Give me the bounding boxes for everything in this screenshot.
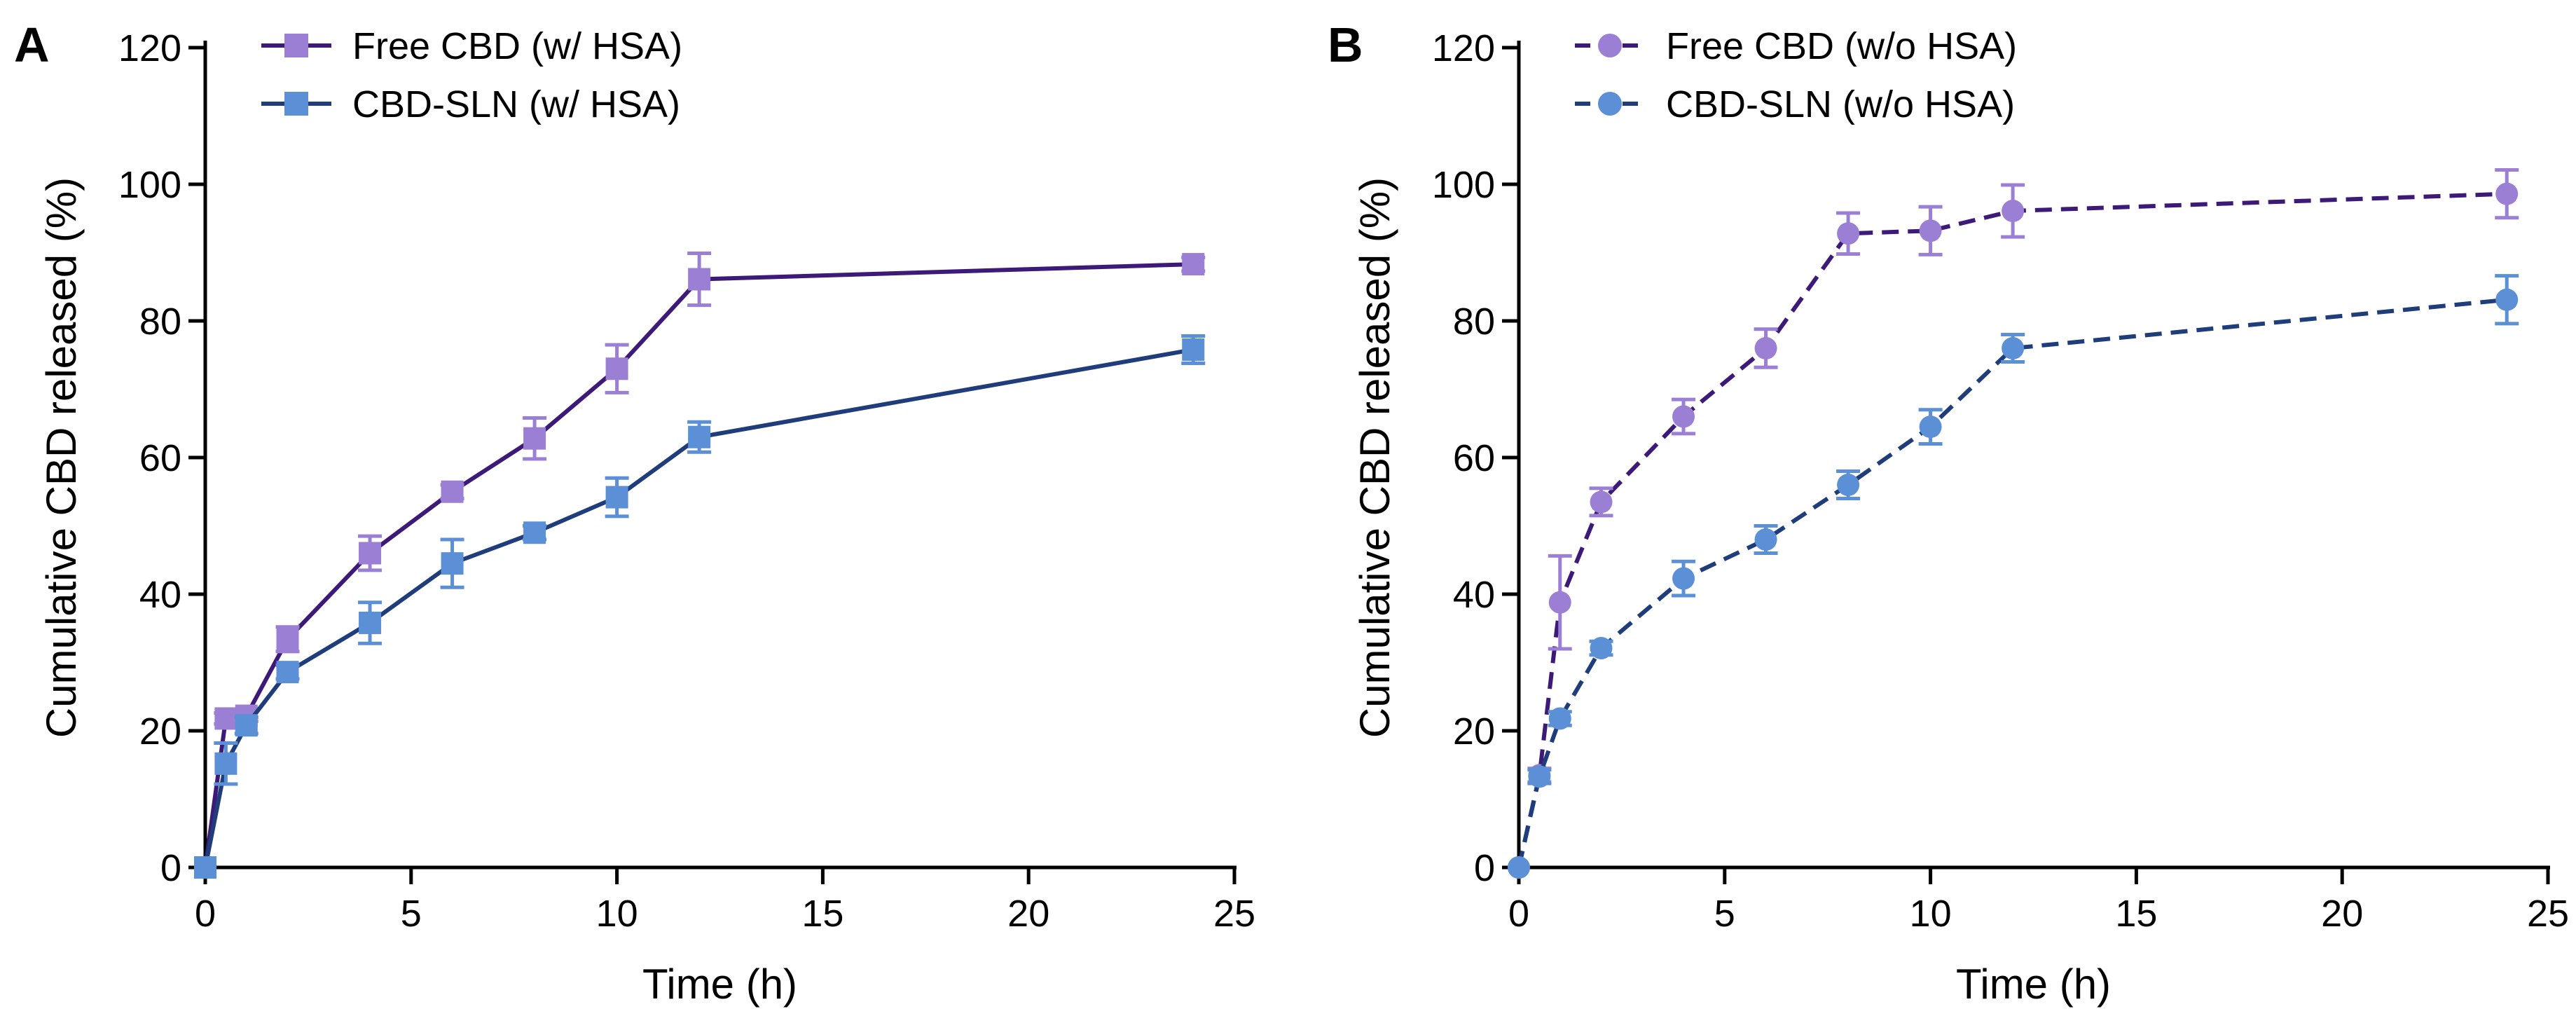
x-tick-label: 0 bbox=[1508, 893, 1529, 935]
x-tick-label: 25 bbox=[1213, 893, 1255, 935]
data-point bbox=[1754, 337, 1777, 359]
series-line bbox=[1517, 191, 2507, 868]
data-point bbox=[1837, 474, 1860, 496]
series-line bbox=[1517, 297, 2507, 868]
data-point bbox=[1590, 490, 1613, 514]
data-point bbox=[1182, 338, 1205, 361]
y-tick-label: 20 bbox=[139, 710, 181, 753]
legend-label: Free CBD (w/o HSA) bbox=[1666, 25, 2017, 67]
data-point bbox=[1590, 637, 1613, 660]
y-tick-label: 20 bbox=[1453, 710, 1495, 753]
y-axis-label: Cumulative CBD released (%) bbox=[1351, 177, 1398, 738]
series-1 bbox=[1508, 168, 2519, 879]
data-point bbox=[276, 628, 299, 651]
legend: Free CBD (w/ HSA) CBD-SLN (w/ HSA) bbox=[261, 25, 682, 125]
data-point bbox=[1508, 856, 1530, 879]
data-point bbox=[605, 486, 628, 509]
data-point bbox=[2002, 200, 2025, 223]
series-2 bbox=[1508, 274, 2519, 879]
y-tick-label: 40 bbox=[1453, 574, 1495, 616]
y-tick-label: 80 bbox=[1453, 301, 1495, 343]
x-tick-label: 5 bbox=[1714, 893, 1735, 935]
y-tick-label: 120 bbox=[118, 27, 181, 69]
y-tick-label: 60 bbox=[139, 437, 181, 479]
data-point bbox=[1548, 707, 1571, 730]
data-point bbox=[1548, 591, 1571, 614]
chart-panel-b: B 0 20 40 60 80 100 120 0 5 10 15 20 25 Time (h) Cumula… bbox=[1328, 18, 2569, 1008]
data-point bbox=[1672, 567, 1695, 590]
x-tick-label: 0 bbox=[195, 893, 216, 935]
data-point bbox=[523, 427, 546, 450]
x-tick-label: 5 bbox=[401, 893, 422, 935]
legend-marker bbox=[284, 34, 308, 57]
data-point bbox=[688, 425, 711, 448]
chart-panel-a: A 0 20 40 60 80 100 120 0 5 10 15 20 25 Time (h) Cumula… bbox=[14, 18, 1255, 1008]
panel-letter: A bbox=[14, 18, 50, 72]
data-point bbox=[441, 552, 464, 575]
y-tick-label: 120 bbox=[1432, 27, 1495, 69]
data-point bbox=[359, 542, 382, 565]
data-point bbox=[1837, 222, 1860, 245]
x-tick-label: 15 bbox=[801, 893, 843, 935]
legend-marker bbox=[284, 92, 308, 116]
data-point bbox=[441, 480, 464, 503]
data-point bbox=[1528, 765, 1551, 788]
data-point bbox=[605, 357, 628, 380]
x-tick-label: 20 bbox=[1007, 893, 1049, 935]
y-tick-label: 100 bbox=[118, 164, 181, 206]
x-tick-label: 20 bbox=[2321, 893, 2363, 935]
series-1 bbox=[194, 251, 1206, 879]
y-tick-label: 0 bbox=[160, 847, 181, 889]
x-tick-label: 15 bbox=[2115, 893, 2157, 935]
x-tick-label: 10 bbox=[596, 893, 638, 935]
legend-label: CBD-SLN (w/ HSA) bbox=[352, 83, 680, 125]
data-point bbox=[2495, 288, 2519, 311]
series-line bbox=[203, 262, 1194, 868]
data-point bbox=[2002, 337, 2025, 359]
y-tick-label: 100 bbox=[1432, 164, 1495, 206]
data-point bbox=[2495, 182, 2519, 205]
legend-marker bbox=[1598, 34, 1622, 57]
y-tick-label: 60 bbox=[1453, 437, 1495, 479]
legend-marker bbox=[1598, 92, 1622, 116]
data-point bbox=[359, 611, 382, 634]
data-point bbox=[688, 268, 711, 291]
legend-label: CBD-SLN (w/o HSA) bbox=[1666, 83, 2015, 125]
data-point bbox=[214, 707, 237, 730]
y-tick-label: 0 bbox=[1474, 847, 1495, 889]
x-tick-label: 25 bbox=[2527, 893, 2569, 935]
data-point bbox=[214, 752, 237, 775]
data-point bbox=[194, 856, 216, 879]
y-axis-label: Cumulative CBD released (%) bbox=[38, 177, 85, 738]
data-point bbox=[1672, 405, 1695, 428]
x-axis-label: Time (h) bbox=[1956, 961, 2111, 1008]
x-tick-label: 10 bbox=[1910, 893, 1952, 935]
series-2 bbox=[194, 334, 1206, 879]
data-point bbox=[276, 661, 299, 684]
legend-label: Free CBD (w/ HSA) bbox=[352, 25, 682, 67]
y-tick-label: 80 bbox=[139, 301, 181, 343]
data-point bbox=[1919, 219, 1942, 242]
data-point bbox=[235, 714, 258, 737]
data-point bbox=[1754, 528, 1777, 551]
panel-letter: B bbox=[1328, 18, 1363, 72]
data-point bbox=[1182, 253, 1205, 276]
data-point bbox=[1919, 416, 1942, 439]
data-point bbox=[523, 521, 546, 544]
legend: Free CBD (w/o HSA) CBD-SLN (w/o HSA) bbox=[1575, 25, 2017, 125]
y-tick-label: 40 bbox=[139, 574, 181, 616]
x-axis-label: Time (h) bbox=[642, 961, 797, 1008]
